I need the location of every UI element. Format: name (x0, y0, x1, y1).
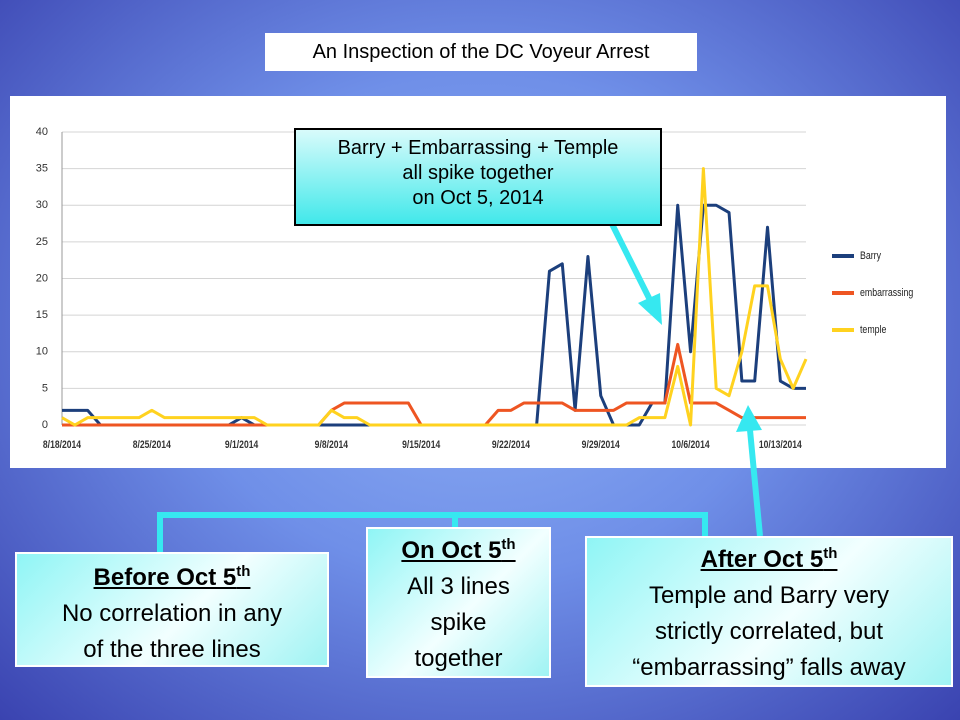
heading-text: After Oct 5 (700, 546, 824, 573)
y-tick-label: 5 (42, 382, 48, 394)
note-heading: After Oct 5th (587, 542, 951, 578)
note-line: No correlation in any (61, 600, 283, 627)
series-line (61, 167, 808, 427)
y-tick-label: 15 (36, 309, 48, 321)
heading-sup: th (501, 536, 516, 553)
bracket (157, 214, 763, 552)
note-box: Before Oct 5th No correlation in any of … (15, 552, 329, 667)
callout-line: on Oct 5, 2014 (412, 187, 544, 209)
arrow-shaft (605, 214, 653, 302)
arrow-shaft (747, 429, 763, 537)
y-tick-label: 40 (36, 126, 48, 138)
arrow-head (638, 293, 662, 325)
callout: Barry + Embarrassing + Temple all spike … (294, 128, 662, 226)
x-tick-label: 9/8/2014 (315, 439, 349, 451)
callout-line: all spike together (402, 162, 554, 184)
y-tick-label: 35 (36, 163, 48, 175)
heading-text: Before Oct 5 (93, 564, 237, 591)
note-heading: Before Oct 5th (17, 560, 327, 596)
y-tick-label: 0 (42, 419, 48, 431)
x-tick-label: 9/15/2014 (402, 439, 441, 451)
x-tick-label: 10/13/2014 (759, 439, 802, 451)
x-tick-label: 10/6/2014 (671, 439, 710, 451)
legend-label: Barry (860, 250, 881, 262)
callout-line: Barry + Embarrassing + Temple (337, 137, 619, 159)
legend-label: embarrassing (860, 287, 913, 299)
y-tick-label: 20 (36, 272, 48, 284)
y-tick-label: 10 (36, 346, 48, 358)
slide-title: An Inspection of the DC Voyeur Arrest (265, 33, 697, 71)
x-tick-label: 8/25/2014 (133, 439, 172, 451)
note-box: On Oct 5th All 3 lines spike together (366, 527, 551, 678)
bracket-line (157, 512, 708, 552)
note-heading: On Oct 5th (368, 533, 549, 569)
y-tick-label: 30 (36, 199, 48, 211)
note-line: “embarrassing” falls away (632, 654, 906, 681)
legend-label: temple (860, 324, 887, 336)
note-line: of the three lines (83, 636, 261, 663)
x-tick-label: 9/29/2014 (582, 439, 621, 451)
note-line: together (414, 645, 503, 672)
heading-sup: th (823, 545, 838, 562)
x-tick-label: 9/22/2014 (492, 439, 531, 451)
x-tick-label: 8/18/2014 (43, 439, 82, 451)
note-line: Temple and Barry very (648, 582, 890, 609)
y-tick-label: 25 (36, 236, 48, 248)
note-box: After Oct 5th Temple and Barry very stri… (585, 536, 953, 687)
heading-sup: th (236, 563, 251, 580)
note-line: strictly correlated, but (654, 618, 884, 645)
heading-text: On Oct 5 (401, 537, 502, 564)
arrow-head (736, 405, 762, 432)
note-line: spike (430, 609, 487, 636)
x-tick-label: 9/1/2014 (225, 439, 259, 451)
note-line: All 3 lines (407, 573, 510, 600)
